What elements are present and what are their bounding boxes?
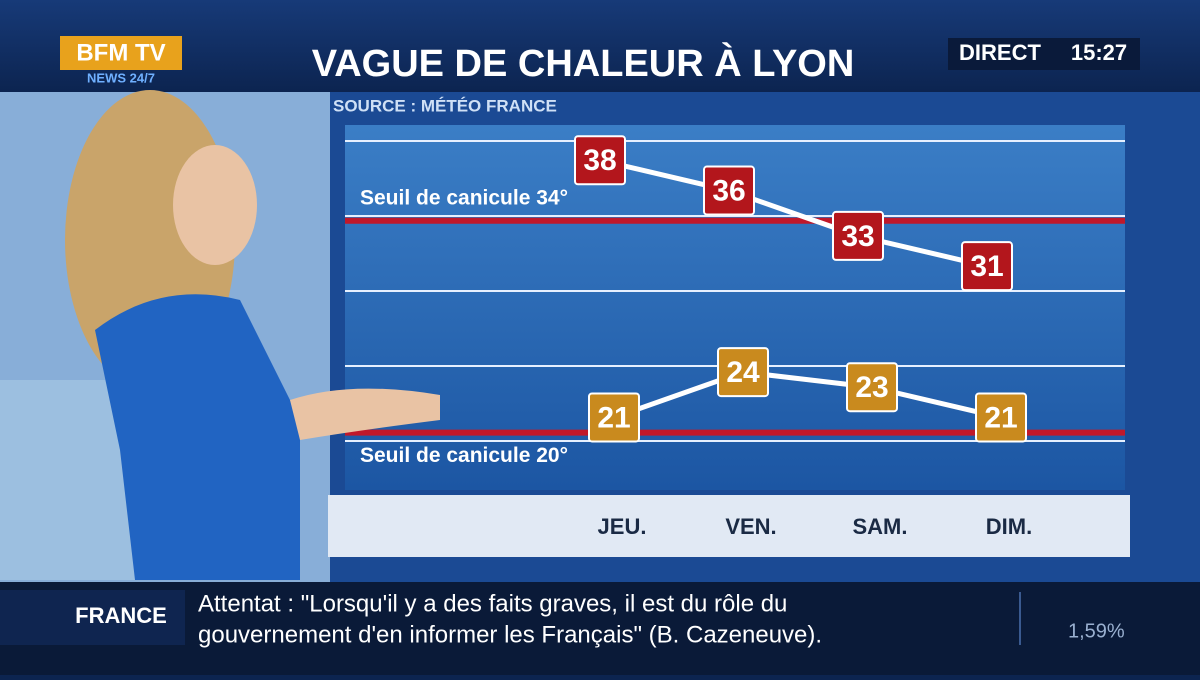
live-box bbox=[948, 38, 1140, 70]
value-label: 21 bbox=[984, 401, 1017, 434]
x-tick-label: SAM. bbox=[853, 514, 908, 539]
value-box bbox=[717, 347, 769, 398]
category-strip bbox=[328, 495, 1130, 557]
value-label: 36 bbox=[712, 174, 745, 207]
ticker-section: FRANCE bbox=[75, 603, 167, 628]
logo: BFM TV bbox=[76, 39, 165, 66]
ticker-bar bbox=[0, 582, 1200, 675]
value-box bbox=[975, 392, 1027, 443]
headline-line: Attentat : "Lorsqu'il y a des faits grav… bbox=[198, 590, 787, 617]
presenter bbox=[65, 90, 440, 580]
value-box bbox=[703, 165, 755, 216]
value-box bbox=[832, 210, 884, 261]
threshold-label: Seuil de canicule 20° bbox=[360, 444, 568, 467]
value-label: 31 bbox=[970, 250, 1003, 283]
value-box bbox=[574, 135, 626, 186]
title: VAGUE DE CHALEUR À LYON bbox=[312, 41, 855, 85]
value-box bbox=[588, 392, 640, 443]
x-tick-label: JEU. bbox=[598, 514, 647, 539]
value-label: 38 bbox=[583, 144, 616, 177]
live: DIRECT bbox=[959, 40, 1041, 65]
ticker-section-box bbox=[0, 590, 185, 645]
chart-subtitle: SOURCE : MÉTÉO FRANCE bbox=[333, 96, 557, 115]
value-label: 24 bbox=[726, 356, 760, 389]
value-box bbox=[961, 241, 1013, 292]
value-label: 21 bbox=[597, 401, 630, 434]
logo-box bbox=[60, 36, 182, 70]
series-line bbox=[599, 157, 988, 269]
logo-sub: NEWS 24/7 bbox=[87, 70, 155, 85]
threshold-label: Seuil de canicule 34° bbox=[360, 186, 568, 209]
headline-line: gouvernement d'en informer les Français"… bbox=[198, 621, 822, 648]
value-label: 23 bbox=[855, 371, 888, 404]
x-tick-label: VEN. bbox=[725, 514, 776, 539]
time: 15:27 bbox=[1071, 40, 1127, 65]
x-tick-label: DIM. bbox=[986, 514, 1032, 539]
value-label: 33 bbox=[841, 220, 874, 253]
market-value: 1,59% bbox=[1068, 620, 1125, 642]
value-box bbox=[846, 362, 898, 413]
series-line bbox=[613, 369, 1002, 420]
